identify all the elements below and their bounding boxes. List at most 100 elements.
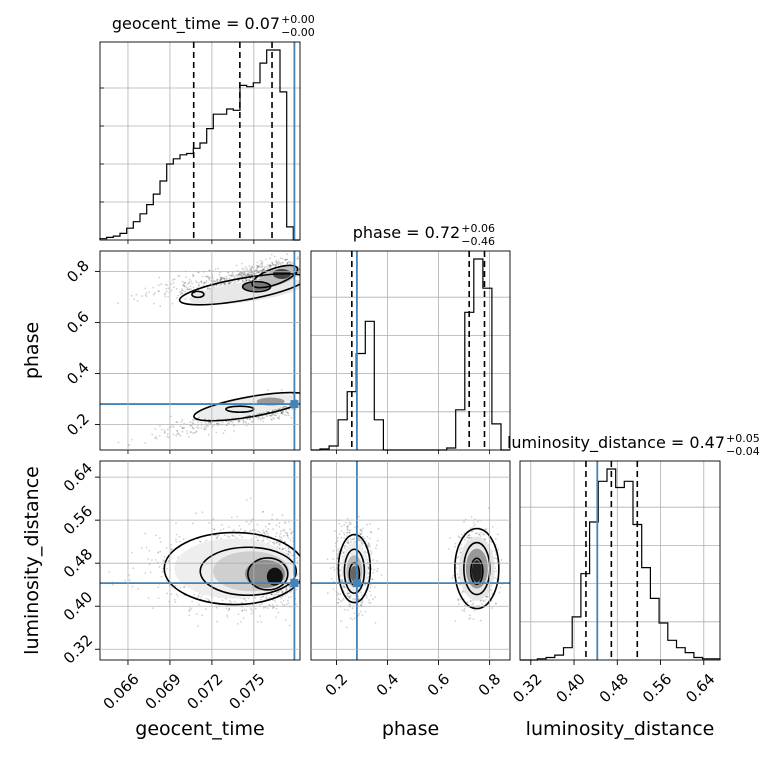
sample-point	[232, 275, 235, 277]
sample-point	[262, 529, 265, 531]
sample-point	[288, 263, 291, 265]
sample-point	[278, 522, 281, 525]
sample-point	[485, 599, 487, 601]
sample-point	[346, 535, 348, 537]
sample-point	[495, 602, 497, 605]
sample-point	[447, 548, 450, 550]
sample-point	[367, 576, 370, 578]
sample-point	[466, 536, 468, 539]
sample-point	[336, 537, 339, 540]
sample-point	[181, 430, 184, 433]
sample-point	[278, 417, 281, 420]
sample-point	[266, 268, 268, 271]
sample-point	[287, 553, 290, 556]
sample-point	[160, 575, 163, 578]
sample-point	[223, 278, 226, 281]
sample-point	[279, 407, 282, 410]
sample-point	[170, 289, 173, 292]
sample-point	[228, 599, 231, 602]
y-tick-label: 0.56	[60, 502, 96, 538]
sample-point	[147, 558, 150, 560]
sample-point	[197, 427, 200, 430]
sample-point	[240, 274, 243, 277]
sample-point	[281, 413, 284, 415]
sample-point	[131, 585, 134, 588]
sample-point	[281, 548, 284, 550]
sample-point	[274, 265, 277, 268]
sample-point	[248, 265, 251, 268]
sample-point	[336, 540, 339, 542]
sample-point	[177, 274, 180, 277]
sample-point	[157, 597, 160, 599]
sample-point	[280, 261, 283, 264]
sample-point	[276, 541, 278, 543]
sample-point	[267, 410, 270, 413]
sample-point	[487, 595, 489, 598]
sample-point	[248, 523, 251, 525]
sample-point	[467, 534, 470, 537]
sample-point	[191, 427, 194, 429]
sample-point	[478, 533, 480, 535]
sample-point	[348, 595, 351, 598]
sample-point	[349, 617, 352, 620]
sample-point	[281, 595, 284, 598]
sample-point	[244, 529, 247, 532]
sample-point	[342, 551, 345, 554]
x-axis-label: geocent_time	[135, 718, 264, 740]
sample-point	[249, 418, 252, 421]
sample-point	[256, 539, 259, 542]
sample-point	[359, 533, 362, 536]
scatter-geocent-phase	[99, 250, 301, 451]
sample-point	[241, 279, 244, 282]
sample-point	[204, 428, 206, 431]
sample-point	[347, 539, 349, 542]
sample-point	[215, 284, 218, 287]
sample-point	[186, 283, 189, 285]
sample-point	[215, 606, 218, 609]
sample-point	[208, 522, 210, 524]
sample-point	[234, 281, 237, 283]
sample-point	[250, 269, 253, 272]
sample-point	[231, 534, 234, 537]
sample-point	[233, 535, 236, 538]
sample-point	[158, 435, 161, 437]
sample-point	[272, 417, 274, 419]
sample-point	[218, 274, 221, 277]
sample-point	[286, 262, 289, 265]
sample-point	[198, 540, 201, 543]
sample-point	[348, 521, 351, 524]
sample-point	[255, 278, 258, 281]
sample-point	[333, 568, 336, 571]
sample-point	[238, 420, 240, 423]
sample-point	[284, 410, 287, 413]
sample-point	[458, 603, 460, 605]
sample-point	[175, 421, 178, 424]
sample-point	[277, 408, 279, 411]
sample-point	[288, 624, 291, 627]
sample-point	[196, 271, 199, 274]
sample-point	[483, 600, 485, 603]
title-minus: −0.04	[726, 445, 760, 458]
sample-point	[275, 524, 278, 527]
sample-point	[186, 288, 189, 291]
sample-point	[245, 422, 248, 424]
sample-point	[271, 593, 273, 596]
sample-point	[263, 537, 265, 539]
sample-point	[158, 565, 161, 568]
sample-point	[275, 616, 277, 618]
sample-point	[196, 281, 198, 284]
sample-point	[183, 585, 186, 588]
sample-point	[223, 277, 226, 280]
sample-point	[457, 576, 460, 579]
sample-point	[265, 530, 268, 533]
sample-point	[348, 531, 351, 534]
sample-point	[163, 429, 166, 432]
sample-point	[203, 282, 206, 284]
sample-point	[266, 538, 269, 541]
sample-point	[236, 275, 239, 278]
panel-title: luminosity_distance = 0.47	[507, 433, 725, 453]
sample-point	[178, 275, 181, 278]
sample-point	[236, 623, 239, 625]
sample-point	[326, 592, 329, 595]
